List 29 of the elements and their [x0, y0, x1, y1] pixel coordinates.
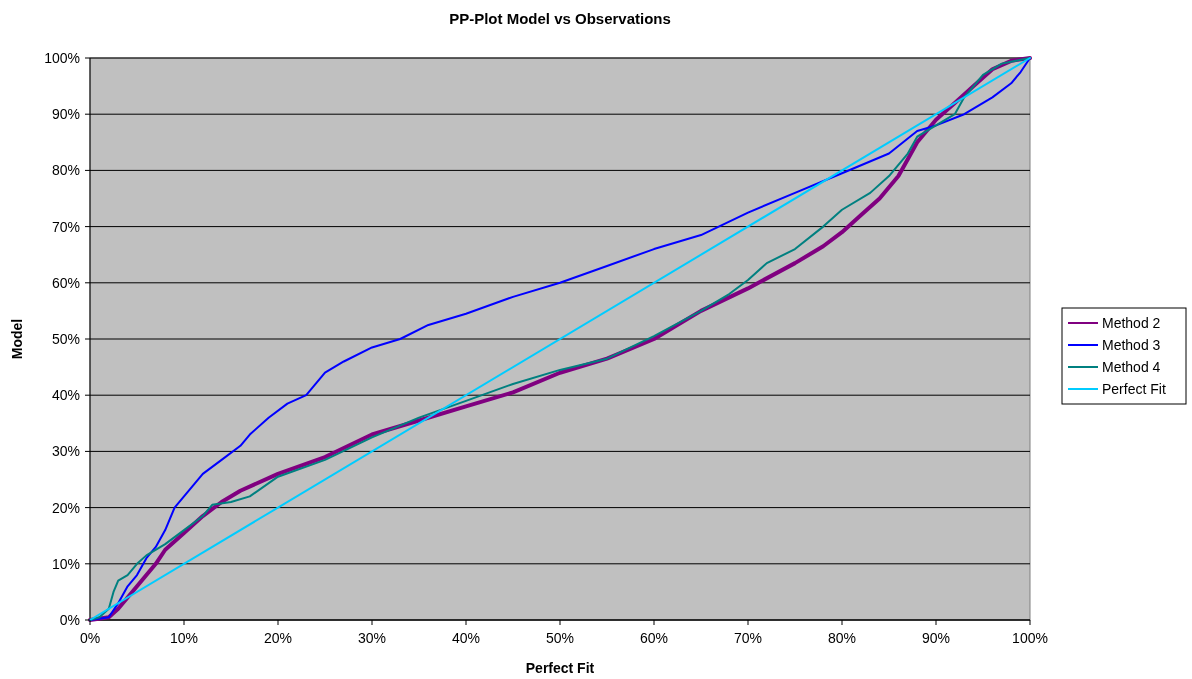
- x-tick-label: 20%: [263, 630, 293, 646]
- x-tick-label: 100%: [1012, 630, 1048, 646]
- x-tick-label: 0%: [79, 630, 101, 646]
- x-tick-label: 80%: [827, 630, 857, 646]
- y-tick-label: 10%: [51, 555, 80, 572]
- y-tick-label: 100%: [44, 49, 80, 66]
- y-tick-label: 0%: [59, 611, 80, 628]
- y-tick-label: 80%: [51, 162, 80, 179]
- y-tick-label: 90%: [51, 106, 80, 123]
- y-tick-label: 30%: [51, 443, 80, 460]
- y-axis-title: Model: [9, 318, 25, 360]
- x-tick-label: 40%: [451, 630, 481, 646]
- legend-label: Method 2: [1102, 314, 1161, 331]
- x-tick-label: 10%: [169, 630, 199, 646]
- y-tick-label: 20%: [51, 499, 80, 516]
- y-tick-label: 50%: [51, 330, 80, 347]
- x-tick-label: 60%: [639, 630, 669, 646]
- x-tick-label: 90%: [921, 630, 951, 646]
- legend-label: Perfect Fit: [1102, 380, 1166, 397]
- x-axis-title: Perfect Fit: [525, 660, 595, 676]
- y-tick-label: 70%: [51, 218, 80, 235]
- y-tick-label: 60%: [51, 274, 80, 291]
- chart-title: PP-Plot Model vs Observations: [449, 10, 671, 27]
- y-tick-label: 40%: [51, 387, 80, 404]
- legend-label: Method 3: [1102, 336, 1161, 353]
- x-tick-label: 50%: [545, 630, 575, 646]
- legend-label: Method 4: [1102, 358, 1161, 375]
- x-tick-label: 30%: [357, 630, 387, 646]
- x-tick-label: 70%: [733, 630, 763, 646]
